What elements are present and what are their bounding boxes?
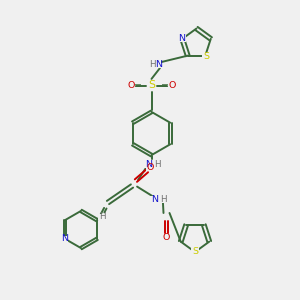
Bar	[191, 248, 199, 255]
Text: S: S	[203, 52, 209, 61]
Bar	[178, 35, 185, 42]
Bar	[163, 234, 170, 240]
Text: H: H	[160, 195, 167, 204]
Text: O: O	[163, 232, 170, 242]
Text: N: N	[145, 160, 152, 169]
Text: H: H	[149, 60, 155, 69]
Text: N: N	[61, 234, 68, 243]
Text: H: H	[99, 212, 105, 221]
Text: =: =	[134, 81, 142, 90]
Bar	[148, 61, 161, 68]
Text: O: O	[146, 164, 154, 172]
Text: S: S	[148, 80, 155, 91]
Text: O: O	[128, 81, 135, 90]
Text: O: O	[168, 81, 175, 90]
Text: H: H	[154, 160, 161, 169]
Bar	[146, 165, 154, 171]
Text: N: N	[178, 34, 185, 43]
Text: S: S	[192, 247, 198, 256]
Bar	[60, 236, 68, 242]
Bar	[150, 196, 165, 203]
Bar	[202, 53, 210, 59]
Bar	[127, 82, 135, 89]
Text: N: N	[155, 60, 163, 69]
Text: =: =	[161, 81, 169, 90]
Text: N: N	[151, 195, 158, 204]
Bar	[147, 81, 156, 90]
Bar	[168, 82, 176, 89]
Bar	[98, 214, 106, 220]
Bar	[144, 160, 159, 168]
